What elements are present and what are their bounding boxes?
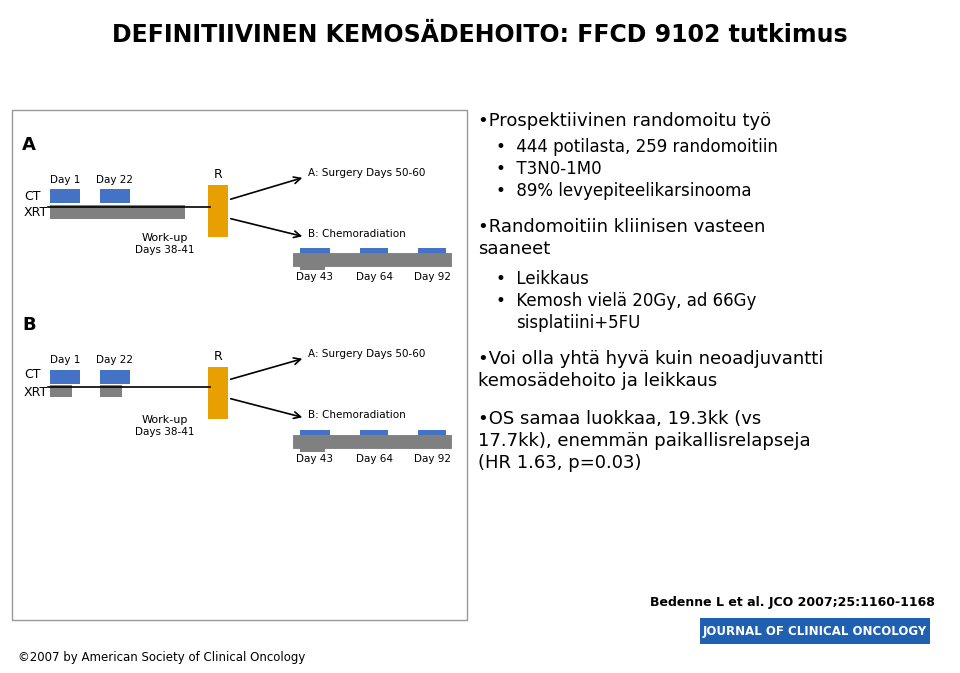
- Text: Day 22: Day 22: [97, 355, 133, 365]
- Text: Day 1: Day 1: [50, 175, 81, 185]
- Text: XRT: XRT: [24, 386, 48, 400]
- Text: Work-up: Work-up: [142, 415, 188, 425]
- Bar: [418, 430, 446, 444]
- Text: CT: CT: [24, 369, 40, 382]
- Text: •Prospektiivinen randomoitu työ: •Prospektiivinen randomoitu työ: [478, 112, 771, 130]
- Bar: [100, 385, 122, 397]
- Text: •OS samaa luokkaa, 19.3kk (vs: •OS samaa luokkaa, 19.3kk (vs: [478, 410, 761, 428]
- Text: CT: CT: [24, 190, 40, 203]
- Text: •  T3N0-1M0: • T3N0-1M0: [496, 160, 602, 178]
- Text: Day 92: Day 92: [414, 454, 450, 464]
- Bar: [300, 430, 330, 446]
- Text: 17.7kk), enemmän paikallisrelapseja: 17.7kk), enemmän paikallisrelapseja: [478, 432, 810, 450]
- Text: B: Chemoradiation: B: Chemoradiation: [308, 410, 406, 420]
- Bar: [100, 189, 130, 203]
- Text: R: R: [214, 168, 223, 181]
- Text: JOURNAL OF CLINICAL ONCOLOGY: JOURNAL OF CLINICAL ONCOLOGY: [703, 625, 927, 637]
- Text: XRT: XRT: [24, 207, 48, 219]
- Text: Day 43: Day 43: [297, 272, 333, 282]
- Text: •  89% levyepiteelikarsinooma: • 89% levyepiteelikarsinooma: [496, 182, 752, 200]
- Text: Bedenne L et al. JCO 2007;25:1160-1168: Bedenne L et al. JCO 2007;25:1160-1168: [650, 596, 935, 609]
- Bar: [100, 370, 130, 384]
- Text: Day 64: Day 64: [355, 454, 393, 464]
- Text: Day 22: Day 22: [97, 175, 133, 185]
- Text: •  Kemosh vielä 20Gy, ad 66Gy: • Kemosh vielä 20Gy, ad 66Gy: [496, 292, 756, 310]
- Text: DEFINITIIVINEN KEMOSÄDEHOITO: FFCD 9102 tutkimus: DEFINITIIVINEN KEMOSÄDEHOITO: FFCD 9102 …: [112, 23, 848, 47]
- Bar: [300, 434, 325, 452]
- Bar: [360, 248, 388, 262]
- Bar: [50, 189, 80, 203]
- Bar: [50, 370, 80, 384]
- Text: Day 92: Day 92: [414, 272, 450, 282]
- Text: Day 1: Day 1: [50, 355, 81, 365]
- Text: A: A: [22, 136, 36, 154]
- Bar: [700, 618, 930, 644]
- Text: saaneet: saaneet: [478, 240, 550, 258]
- Text: R: R: [214, 350, 223, 363]
- Bar: [418, 248, 446, 262]
- Text: Days 38-41: Days 38-41: [135, 427, 195, 437]
- Text: A: Surgery Days 50-60: A: Surgery Days 50-60: [308, 349, 425, 359]
- Text: ©2007 by American Society of Clinical Oncology: ©2007 by American Society of Clinical On…: [18, 651, 305, 664]
- Bar: [50, 385, 72, 397]
- Bar: [300, 252, 325, 270]
- Bar: [360, 430, 388, 444]
- Text: B: B: [22, 316, 36, 334]
- Text: •  Leikkaus: • Leikkaus: [496, 270, 588, 288]
- Bar: [208, 367, 228, 419]
- Text: Day 43: Day 43: [297, 454, 333, 464]
- Text: Day 64: Day 64: [355, 272, 393, 282]
- Text: (HR 1.63, p=0.03): (HR 1.63, p=0.03): [478, 454, 641, 472]
- Text: B: Chemoradiation: B: Chemoradiation: [308, 229, 406, 239]
- Bar: [208, 185, 228, 237]
- Text: A: Surgery Days 50-60: A: Surgery Days 50-60: [308, 168, 425, 178]
- Text: •Voi olla yhtä hyvä kuin neoadjuvantti: •Voi olla yhtä hyvä kuin neoadjuvantti: [478, 350, 824, 368]
- Text: •Randomoitiin kliinisen vasteen: •Randomoitiin kliinisen vasteen: [478, 218, 765, 236]
- Bar: [50, 205, 185, 219]
- Text: Work-up: Work-up: [142, 233, 188, 243]
- Text: kemosädehoito ja leikkaus: kemosädehoito ja leikkaus: [478, 372, 717, 390]
- Text: sisplatiini+5FU: sisplatiini+5FU: [516, 314, 640, 332]
- Bar: [12, 110, 467, 620]
- Text: •  444 potilasta, 259 randomoitiin: • 444 potilasta, 259 randomoitiin: [496, 138, 778, 156]
- Text: Days 38-41: Days 38-41: [135, 245, 195, 255]
- Bar: [300, 248, 330, 264]
